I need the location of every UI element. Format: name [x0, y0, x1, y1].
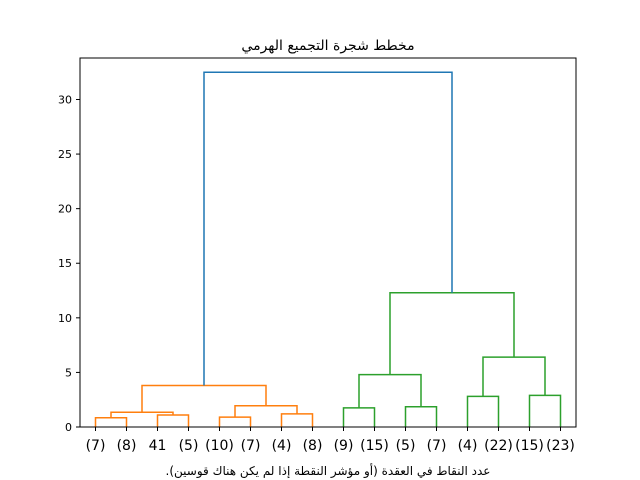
leaf-label: 41: [149, 438, 167, 454]
y-tick-label: 25: [58, 148, 72, 161]
x-axis-label: عدد النقاط في العقدة (أو مؤشر النقطة إذا…: [166, 463, 491, 479]
y-tick-label: 10: [58, 312, 72, 325]
leaf-label: (5): [179, 438, 199, 454]
leaf-label: (4): [272, 438, 292, 454]
dendrogram-link-1: [94, 416, 128, 427]
y-tick-label: 30: [58, 93, 72, 106]
leaf-label: (7): [241, 438, 261, 454]
leaf-label: (4): [458, 438, 478, 454]
y-tick-label: 15: [58, 257, 72, 270]
dendrogram-link-8: [342, 407, 376, 427]
leaf-label: (7): [86, 438, 106, 454]
leaf-label: (22): [484, 438, 513, 454]
y-tick-label: 0: [65, 421, 72, 434]
leaf-label: (23): [546, 438, 575, 454]
dendrogram-link-13: [482, 356, 546, 397]
dendrogram-link-7: [141, 384, 267, 413]
plot-frame: [79, 57, 577, 428]
dendrogram-link-3: [110, 411, 174, 418]
chart-title: مخطط شجرة التجميع الهرمي: [241, 38, 414, 54]
dendrogram-link-2: [156, 414, 190, 427]
leaf-label: (8): [303, 438, 323, 454]
dendrogram-link-15: [203, 71, 453, 386]
y-tick-label: 5: [65, 366, 72, 379]
dendrogram-link-5: [280, 413, 314, 427]
x-axis: (7) (8) 41 (5) (10) (7) (4) (8) (9) (15) (5) (7) (4)…: [86, 427, 575, 454]
y-axis: 0 5 10 15 20 25 30: [58, 93, 80, 434]
leaf-label: (15): [360, 438, 389, 454]
leaf-label: (10): [205, 438, 234, 454]
leaf-label: (8): [117, 438, 137, 454]
leaf-label: (5): [396, 438, 416, 454]
dendrogram-link-10: [358, 373, 422, 408]
dendrogram-link-6: [234, 404, 298, 418]
dendrogram-link-11: [466, 395, 500, 427]
y-tick-label: 20: [58, 203, 72, 216]
dendrogram-link-9: [404, 406, 438, 427]
dendrogram-links: [94, 71, 562, 427]
leaf-label: (9): [334, 438, 354, 454]
dendrogram-link-12: [528, 394, 562, 427]
dendrogram-link-4: [218, 416, 252, 427]
dendrogram-link-14: [389, 291, 515, 375]
leaf-label: (15): [515, 438, 544, 454]
leaf-label: (7): [427, 438, 447, 454]
